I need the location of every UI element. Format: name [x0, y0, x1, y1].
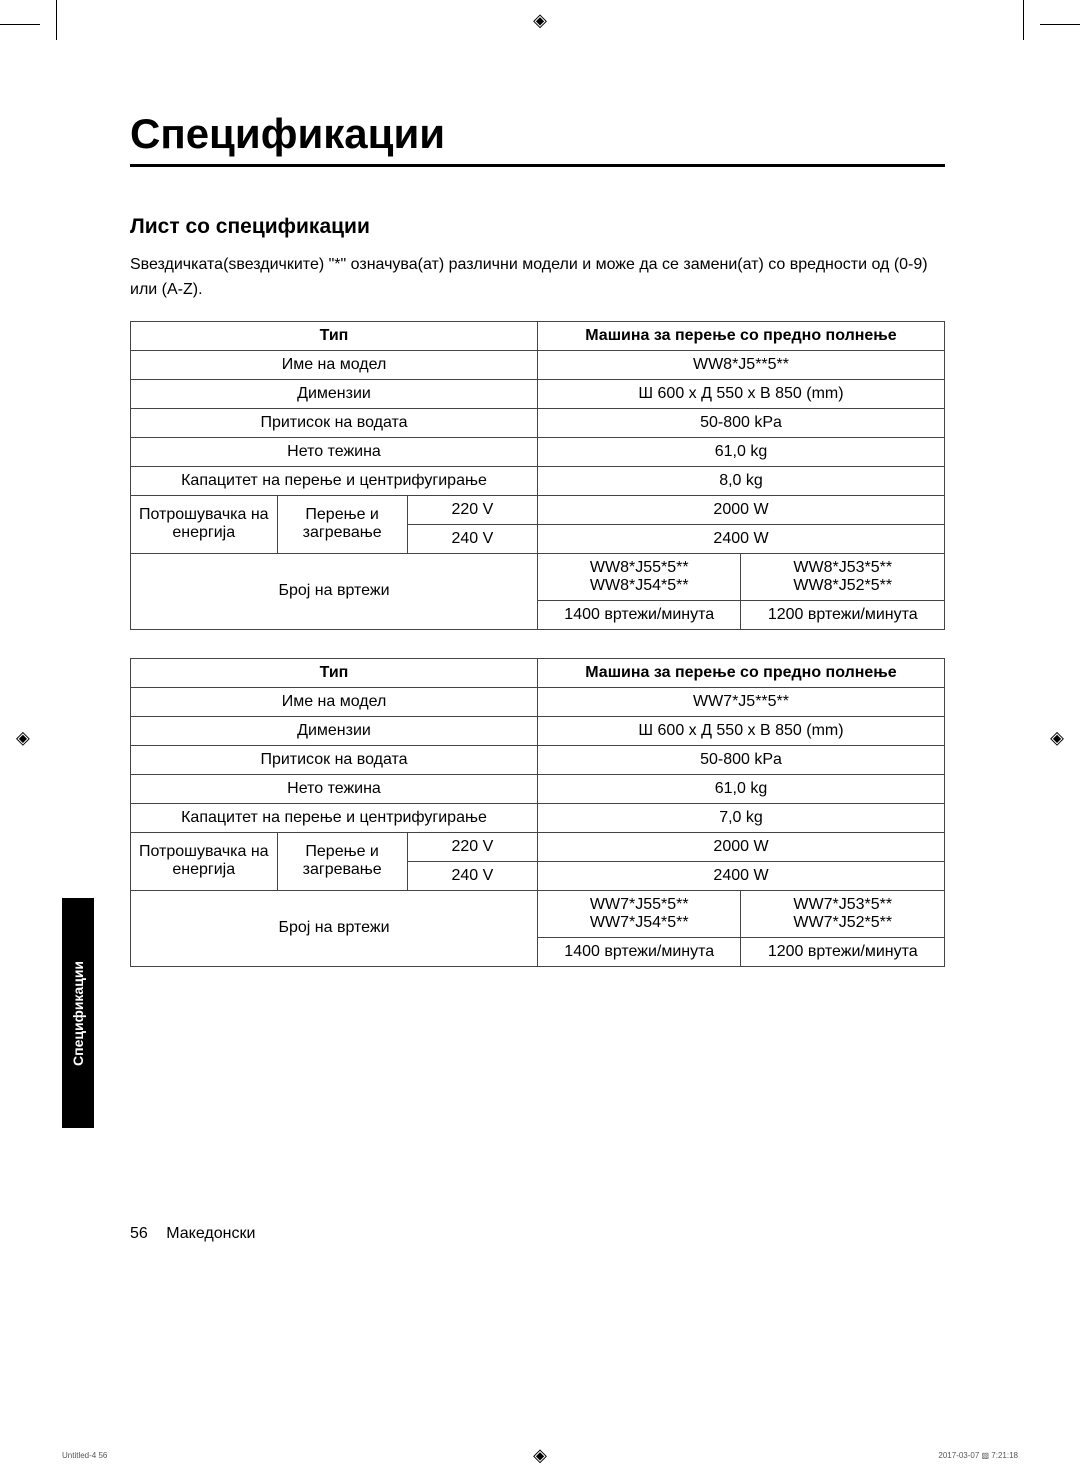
row-capacity-value: 7,0 kg — [537, 803, 944, 832]
title-rule — [130, 164, 945, 167]
row-pressure-value: 50-800 kPa — [537, 745, 944, 774]
wattage: 2000 W — [537, 495, 944, 524]
spin-value-a: 1400 вртежи/минута — [537, 600, 741, 629]
row-weight-value: 61,0 kg — [537, 774, 944, 803]
wattage: 2000 W — [537, 832, 944, 861]
row-dimensions-value: Ш 600 x Д 550 x В 850 (mm) — [537, 379, 944, 408]
row-dimensions-label: Димензии — [131, 379, 538, 408]
footer-language: Македонски — [166, 1225, 255, 1242]
imprint-right: 2017-03-07 ▧ 7:21:18 — [938, 1451, 1018, 1460]
page-number: 56 — [130, 1225, 148, 1242]
spin-models-b: WW8*J53*5**WW8*J52*5** — [741, 553, 945, 600]
crop-mark — [0, 0, 60, 60]
voltage: 220 V — [407, 832, 537, 861]
row-spin-label: Број на вртежи — [131, 890, 538, 966]
row-pressure-label: Притисок на водата — [131, 745, 538, 774]
header-type: Тип — [131, 658, 538, 687]
row-capacity-value: 8,0 kg — [537, 466, 944, 495]
page-title: Спецификации — [130, 110, 945, 158]
voltage: 240 V — [407, 524, 537, 553]
row-model-label: Име на модел — [131, 350, 538, 379]
registration-mark-icon: ◈ — [16, 728, 30, 749]
row-spin-label: Број на вртежи — [131, 553, 538, 629]
page-content: Спецификации Лист со спецификации Ѕвезди… — [130, 110, 945, 995]
row-power-label: Потрошувачка на енергија — [131, 495, 278, 553]
wattage: 2400 W — [537, 861, 944, 890]
row-weight-value: 61,0 kg — [537, 437, 944, 466]
header-machine: Машина за перење со предно полнење — [537, 658, 944, 687]
intro-text: Ѕвездичката(ѕвездичките) "*" означува(ат… — [130, 253, 945, 303]
crop-mark — [1020, 0, 1080, 60]
row-washheat-label: Перење и загревање — [277, 495, 407, 553]
row-model-label: Име на модел — [131, 687, 538, 716]
row-capacity-label: Капацитет на перење и центрифугирање — [131, 803, 538, 832]
wattage: 2400 W — [537, 524, 944, 553]
row-weight-label: Нето тежина — [131, 437, 538, 466]
row-power-label: Потрошувачка на енергија — [131, 832, 278, 890]
spin-models-b: WW7*J53*5**WW7*J52*5** — [741, 890, 945, 937]
registration-mark-icon: ◈ — [533, 10, 547, 31]
row-pressure-label: Притисок на водата — [131, 408, 538, 437]
spec-table: Тип Машина за перење со предно полнење И… — [130, 321, 945, 630]
row-dimensions-value: Ш 600 x Д 550 x В 850 (mm) — [537, 716, 944, 745]
spin-value-a: 1400 вртежи/минута — [537, 937, 741, 966]
footer: 56 Македонски — [130, 1225, 255, 1243]
row-dimensions-label: Димензии — [131, 716, 538, 745]
row-weight-label: Нето тежина — [131, 774, 538, 803]
spin-value-b: 1200 вртежи/минута — [741, 600, 945, 629]
voltage: 220 V — [407, 495, 537, 524]
row-capacity-label: Капацитет на перење и центрифугирање — [131, 466, 538, 495]
header-machine: Машина за перење со предно полнење — [537, 321, 944, 350]
spec-table: Тип Машина за перење со предно полнење И… — [130, 658, 945, 967]
section-heading: Лист со спецификации — [130, 215, 945, 239]
side-tab: Спецификации — [62, 898, 94, 1128]
header-type: Тип — [131, 321, 538, 350]
row-washheat-label: Перење и загревање — [277, 832, 407, 890]
row-model-value: WW8*J5**5** — [537, 350, 944, 379]
spin-value-b: 1200 вртежи/минута — [741, 937, 945, 966]
imprint-left: Untitled-4 56 — [62, 1451, 107, 1460]
row-pressure-value: 50-800 kPa — [537, 408, 944, 437]
registration-mark-icon: ◈ — [533, 1445, 547, 1466]
voltage: 240 V — [407, 861, 537, 890]
row-model-value: WW7*J5**5** — [537, 687, 944, 716]
tables-container: Тип Машина за перење со предно полнење И… — [130, 321, 945, 967]
spin-models-a: WW7*J55*5**WW7*J54*5** — [537, 890, 741, 937]
spin-models-a: WW8*J55*5**WW8*J54*5** — [537, 553, 741, 600]
registration-mark-icon: ◈ — [1050, 728, 1064, 749]
